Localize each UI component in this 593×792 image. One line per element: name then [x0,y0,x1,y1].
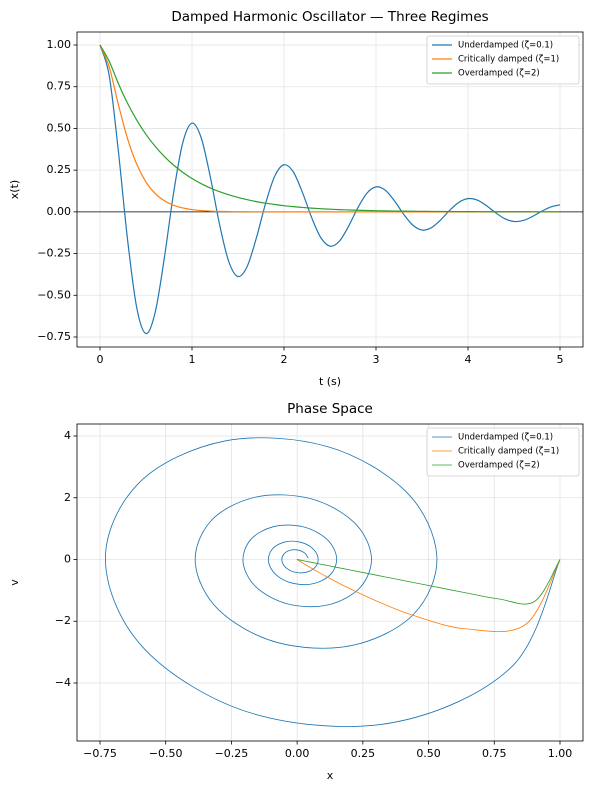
axes: −0.75 −0.50 −0.25 0.00 0.25 0.50 0.75 1.00 −4 −2 0… [8,401,584,782]
y-tick-label: 4 [64,429,71,442]
x-tick-label: 2 [281,353,288,366]
x-axis-label: x [327,769,334,782]
y-tick-label: 0 [64,552,71,565]
legend-label: Underdamped (ζ=0.1) [458,41,553,51]
x-axis-label: t (s) [319,375,341,388]
y-tick-label: 2 [64,491,71,504]
x-tick-label: 0 [97,353,104,366]
chart-title: Phase Space [287,401,373,417]
y-axis-label: x(t) [8,180,21,199]
y-tick-label: −0.75 [37,330,71,343]
x-tick-label: 0.75 [482,747,507,760]
x-tick-label: −0.50 [149,747,183,760]
x-tick-label: 1 [189,353,196,366]
legend-label: Underdamped (ζ=0.1) [458,433,553,443]
x-tick-label: −0.75 [83,747,117,760]
x-tick-label: 0.00 [285,747,310,760]
legend-box [426,427,580,477]
axes-frame [76,31,584,348]
legend-label: Overdamped (ζ=2) [458,461,540,471]
x-tick-label: 0.50 [416,747,441,760]
legend-box [426,35,580,85]
y-tick-label: 0.25 [47,163,72,176]
y-tick-label: −0.50 [37,288,71,301]
x-tick-label: 5 [557,353,564,366]
x-tick-label: −0.25 [215,747,249,760]
series-line [99,44,561,335]
x-tick-label: 1.00 [548,747,573,760]
y-tick-label: −4 [55,676,71,689]
legend-label: Critically damped (ζ=1) [458,447,559,457]
y-tick-label: −2 [55,614,71,627]
y-tick-label: 0.75 [47,80,72,93]
y-tick-label: 0.50 [47,121,72,134]
axes: 0 1 2 3 4 5 −0.75 −0.50 −0.25 0.00 0.25 0.50 0.75 1.0… [8,9,584,388]
x-tick-label: 4 [465,353,472,366]
series-line [99,44,561,213]
y-tick-label: 0.00 [47,205,72,218]
x-tick-label: 0.25 [351,747,376,760]
y-tick-label: 1.00 [47,38,72,51]
legend-label: Critically damped (ζ=1) [458,55,559,65]
chart-title: Damped Harmonic Oscillator — Three Regim… [171,9,488,25]
series-line [296,559,561,605]
y-tick-label: −0.25 [37,247,71,260]
axes-frame [76,423,584,742]
y-axis-label: v [8,579,21,586]
x-tick-label: 3 [373,353,380,366]
legend-label: Overdamped (ζ=2) [458,69,540,79]
series-line [105,437,561,727]
